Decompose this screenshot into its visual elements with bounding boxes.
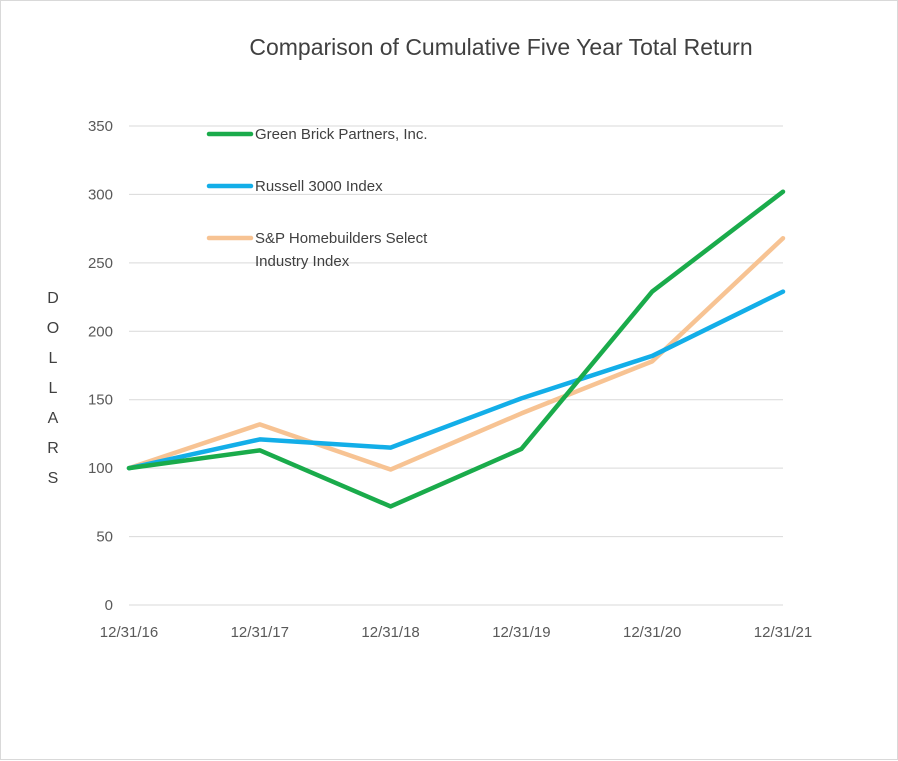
y-axis-label-letter: D (47, 290, 59, 307)
y-axis-label-letter: O (47, 320, 59, 337)
y-tick-label: 150 (88, 392, 113, 409)
y-tick-label: 200 (88, 323, 113, 340)
y-axis-label-letter: S (48, 470, 59, 487)
legend-entry: Industry Index (255, 253, 350, 270)
x-tick-label: 12/31/18 (361, 624, 419, 641)
legend-entry: S&P Homebuilders Select (255, 230, 428, 247)
series-lines (126, 189, 786, 509)
series-line-1 (126, 289, 786, 471)
y-tick-label: 250 (88, 255, 113, 272)
series-line-2 (126, 235, 786, 472)
x-tick-label: 12/31/21 (754, 624, 812, 641)
y-tick-label: 0 (105, 597, 113, 614)
legend-entry: Green Brick Partners, Inc. (255, 126, 428, 143)
y-axis-label-letter: R (47, 440, 59, 457)
y-tick-label: 50 (96, 529, 113, 546)
x-tick-labels: 12/31/16 12/31/17 12/31/18 12/31/19 12/31/20… (100, 624, 812, 641)
x-tick-label: 12/31/16 (100, 624, 158, 641)
y-tick-labels: 0 50 100 150 200 250 300 350 (88, 118, 113, 614)
y-axis-label-letter: L (49, 350, 58, 367)
x-tick-label: 12/31/17 (231, 624, 289, 641)
legend: Green Brick Partners, Inc. Russell 3000 I… (206, 126, 428, 270)
chart-title: Comparison of Cumulative Five Year Total… (249, 34, 752, 60)
y-tick-label: 100 (88, 460, 113, 477)
y-axis-label-letter: L (49, 380, 58, 397)
y-axis-label-letter: A (48, 410, 59, 427)
gridlines (129, 125, 783, 606)
x-tick-label: 12/31/19 (492, 624, 550, 641)
legend-entry: Russell 3000 Index (255, 178, 383, 195)
y-tick-label: 350 (88, 118, 113, 135)
series-line-0 (126, 189, 786, 509)
x-tick-label: 12/31/20 (623, 624, 681, 641)
y-tick-label: 300 (88, 186, 113, 203)
